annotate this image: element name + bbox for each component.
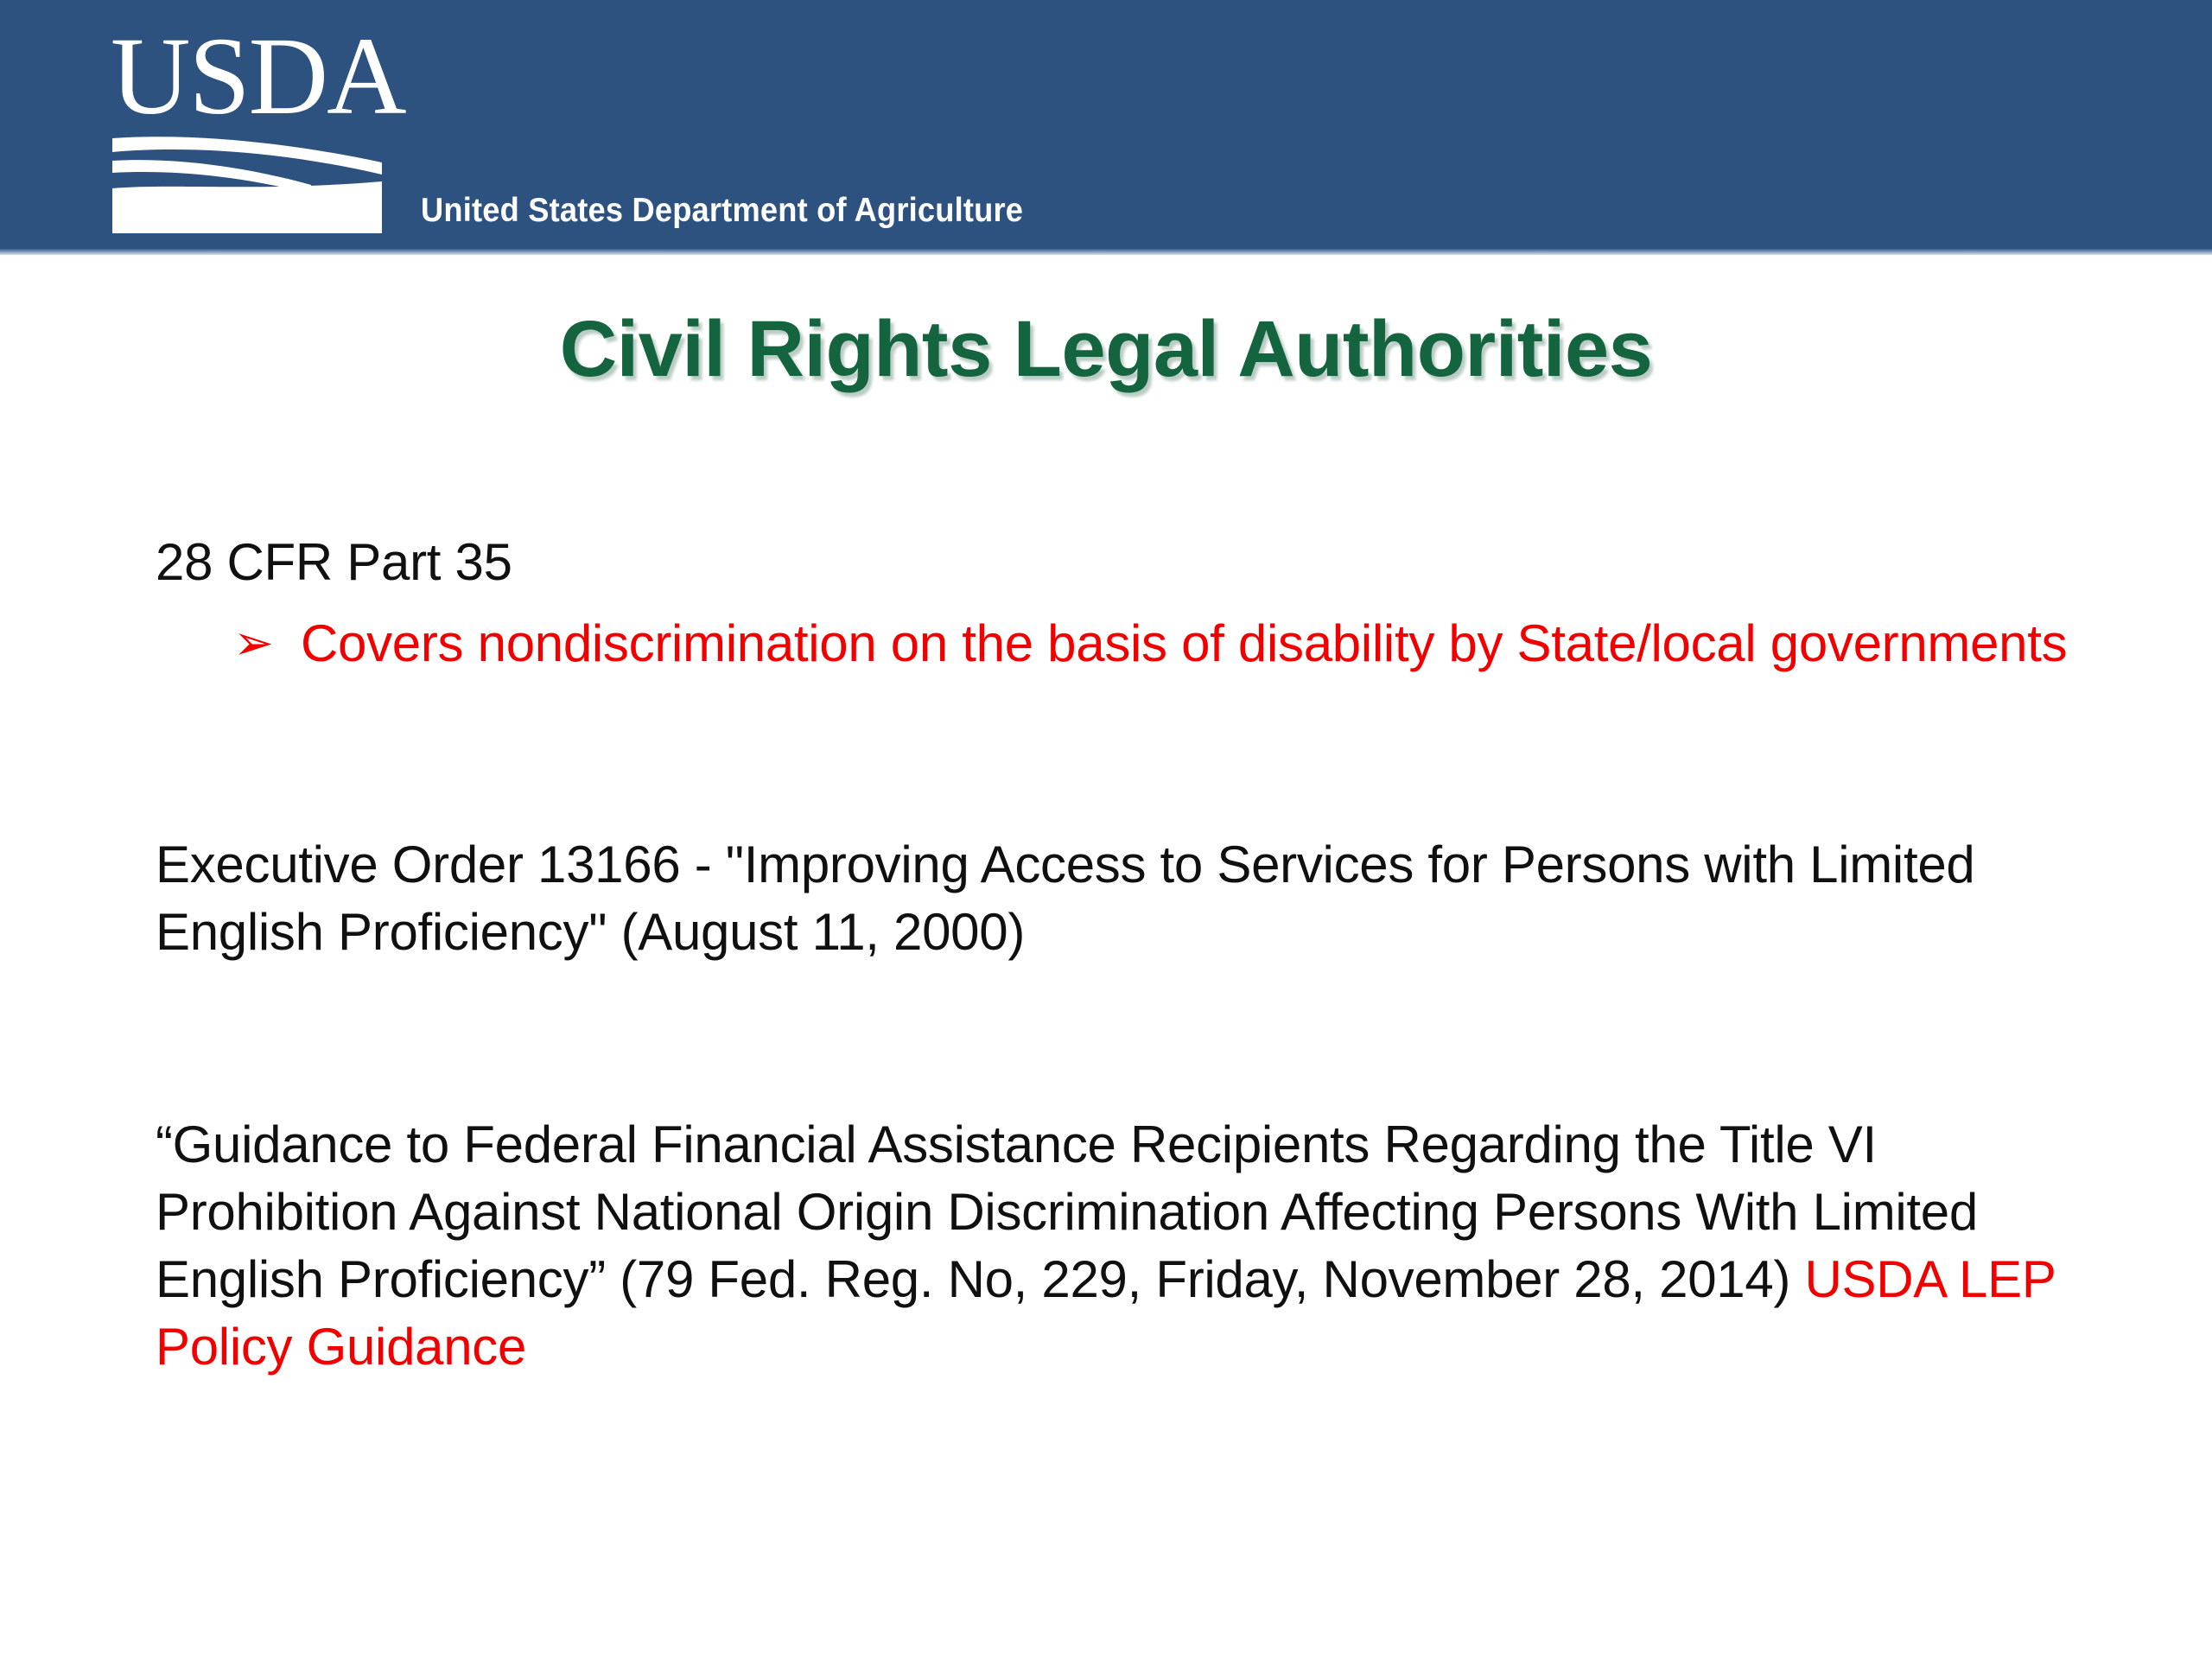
list-item: ➢ Covers nondiscrimination on the basis …	[156, 610, 2143, 677]
lep-guidance-text-black: “Guidance to Federal Financial Assistanc…	[156, 1116, 1978, 1308]
cfr-heading: 28 CFR Part 35	[156, 533, 512, 591]
lep-guidance-paragraph: “Guidance to Federal Financial Assistanc…	[156, 1111, 2082, 1381]
usda-logo: USDA	[111, 21, 406, 236]
usda-wordmark-text: USDA	[111, 15, 406, 137]
usda-lep-policy-guidance-link[interactable]: USDA LEP Policy Guidance	[156, 1250, 2056, 1376]
page-title: Civil Rights Legal Authorities	[559, 305, 1653, 393]
slide-body: 28 CFR Part 35 ➢ Covers nondiscriminatio…	[156, 529, 2143, 1381]
spacer-one	[156, 677, 2143, 831]
section-lep-guidance: “Guidance to Federal Financial Assistanc…	[156, 1111, 2082, 1381]
section-executive-order: Executive Order 13166 - "Improving Acces…	[156, 831, 2091, 966]
section-cfr-part-35: 28 CFR Part 35 ➢ Covers nondiscriminatio…	[156, 529, 2143, 677]
header-tagline: United States Department of Agriculture	[421, 192, 1024, 229]
usda-swoosh-emblem-icon	[112, 131, 382, 233]
spacer-two	[156, 966, 2143, 1111]
arrowhead-bullet-icon: ➢	[233, 617, 274, 671]
header-band-bottom-edge	[0, 249, 2212, 255]
cfr-bullet-text: Covers nondiscrimination on the basis of…	[301, 614, 2068, 672]
executive-order-text: Executive Order 13166 - "Improving Acces…	[156, 836, 1975, 961]
